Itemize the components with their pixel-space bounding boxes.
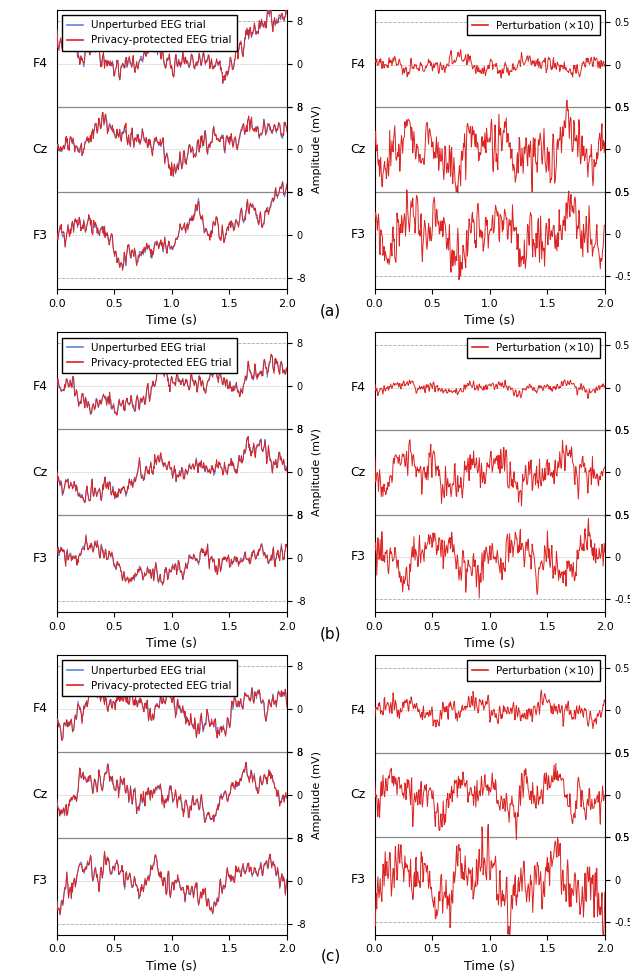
Text: Cz: Cz — [350, 466, 365, 478]
Text: F4: F4 — [33, 379, 47, 393]
X-axis label: Time (s): Time (s) — [464, 637, 515, 650]
Text: F3: F3 — [33, 874, 47, 887]
Text: F4: F4 — [350, 704, 365, 716]
Text: Cz: Cz — [350, 143, 365, 156]
Text: Cz: Cz — [32, 143, 47, 156]
X-axis label: Time (s): Time (s) — [146, 637, 197, 650]
Text: (c): (c) — [321, 949, 341, 963]
Legend: Perturbation (×10): Perturbation (×10) — [467, 338, 600, 358]
Text: F3: F3 — [350, 551, 365, 564]
Legend: Unperturbed EEG trial, Privacy-protected EEG trial: Unperturbed EEG trial, Privacy-protected… — [62, 338, 237, 373]
Text: F3: F3 — [350, 873, 365, 886]
Text: Cz: Cz — [32, 788, 47, 802]
Text: F3: F3 — [33, 552, 47, 564]
X-axis label: Time (s): Time (s) — [146, 315, 197, 327]
X-axis label: Time (s): Time (s) — [146, 959, 197, 973]
Legend: Perturbation (×10): Perturbation (×10) — [467, 661, 600, 681]
Text: F4: F4 — [33, 57, 47, 70]
Text: F3: F3 — [350, 227, 365, 241]
Legend: Unperturbed EEG trial, Privacy-protected EEG trial: Unperturbed EEG trial, Privacy-protected… — [62, 15, 237, 51]
X-axis label: Time (s): Time (s) — [464, 959, 515, 973]
Text: (b): (b) — [320, 626, 341, 641]
Text: F4: F4 — [350, 59, 365, 72]
Y-axis label: Amplitude (mV): Amplitude (mV) — [312, 106, 322, 193]
X-axis label: Time (s): Time (s) — [464, 315, 515, 327]
Y-axis label: Amplitude (mV): Amplitude (mV) — [312, 751, 322, 839]
Legend: Unperturbed EEG trial, Privacy-protected EEG trial: Unperturbed EEG trial, Privacy-protected… — [62, 661, 237, 696]
Text: F4: F4 — [350, 381, 365, 394]
Text: F4: F4 — [33, 703, 47, 715]
Text: F3: F3 — [33, 229, 47, 242]
Text: Cz: Cz — [350, 788, 365, 802]
Y-axis label: Amplitude (mV): Amplitude (mV) — [312, 428, 322, 516]
Legend: Perturbation (×10): Perturbation (×10) — [467, 15, 600, 35]
Text: (a): (a) — [320, 304, 341, 318]
Text: Cz: Cz — [32, 466, 47, 478]
